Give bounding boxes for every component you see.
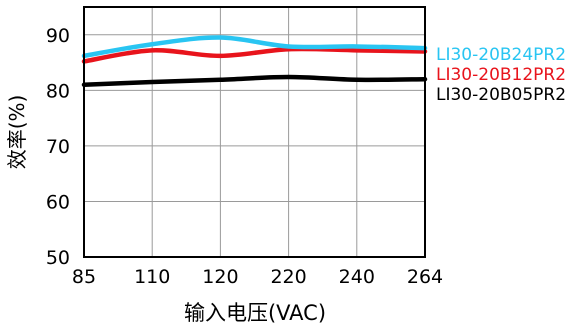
x-tick-label: 85 bbox=[72, 266, 96, 288]
plot-frame bbox=[83, 6, 426, 258]
legend-entry: LI30-20B24PR2 bbox=[436, 45, 566, 65]
x-tick-label: 120 bbox=[202, 266, 238, 288]
y-tick-label: 90 bbox=[46, 25, 70, 47]
x-tick-labels: 85 110 120 220 240 264 bbox=[72, 266, 443, 288]
series-line-li30-20b05pr2 bbox=[81, 74, 428, 88]
x-tick-label: 220 bbox=[270, 266, 306, 288]
x-axis-label: 输入电压(VAC) bbox=[184, 301, 326, 325]
y-tick-label: 50 bbox=[46, 247, 70, 269]
y-tick-labels: 50 60 70 80 90 bbox=[46, 25, 70, 269]
x-tick-label: 240 bbox=[339, 266, 375, 288]
series-line-li30-20b24pr2 bbox=[81, 35, 428, 59]
y-tick-label: 60 bbox=[46, 191, 70, 213]
series-line-li30-20b12pr2 bbox=[81, 46, 428, 64]
x-tick-label: 110 bbox=[134, 266, 170, 288]
x-tick-label: 264 bbox=[407, 266, 443, 288]
y-tick-label: 70 bbox=[46, 136, 70, 158]
legend-entry: LI30-20B12PR2 bbox=[436, 65, 566, 85]
grid bbox=[84, 7, 425, 257]
y-axis-label: 效率(%) bbox=[5, 95, 29, 170]
y-tick-label: 80 bbox=[46, 80, 70, 102]
series-lines bbox=[81, 35, 428, 88]
legend-entry: LI30-20B05PR2 bbox=[436, 85, 566, 105]
